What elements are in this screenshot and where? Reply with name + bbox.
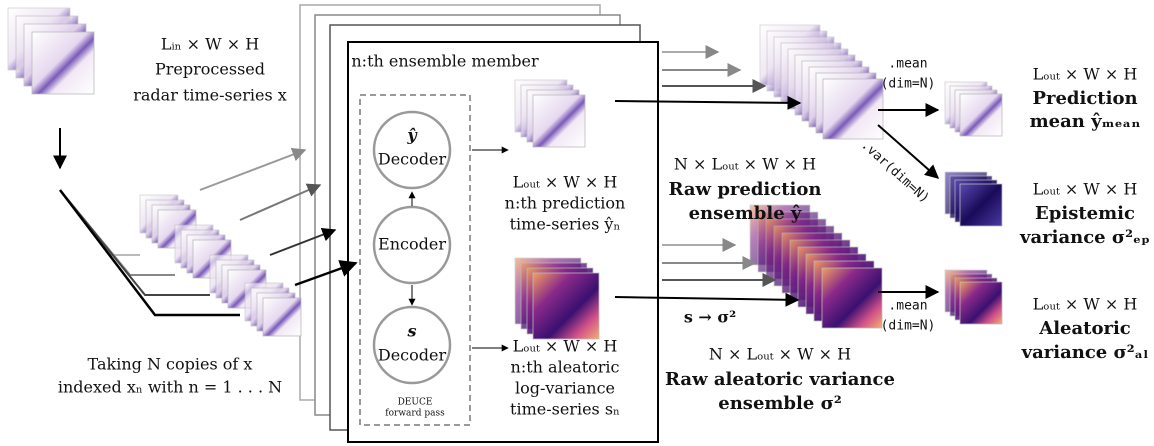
dims: Lₒᵤₜ × W × H	[1033, 180, 1138, 199]
label: ensemble σ²	[718, 393, 841, 414]
arrow	[614, 292, 800, 307]
node-label: s	[406, 322, 416, 341]
image-frame	[262, 297, 302, 337]
label: Preprocessed	[155, 60, 265, 79]
arrow	[199, 147, 307, 191]
label: indexed xₙ with n = 1 . . . N	[58, 378, 282, 397]
image-frame	[959, 183, 1003, 227]
label: Aleatoric	[1038, 318, 1131, 339]
dims: Lₒᵤₜ × W × H	[513, 337, 618, 356]
fan	[59, 189, 240, 317]
image-frame	[959, 93, 1003, 137]
image-frame	[532, 94, 586, 148]
arrow	[614, 95, 802, 110]
arrow	[294, 260, 358, 287]
label: log-variance	[515, 379, 615, 398]
label: variance σ²ₑₚ	[1019, 227, 1150, 248]
node-label: Decoder	[378, 150, 447, 169]
label: Raw aleatoric variance	[665, 369, 895, 390]
dims: Lᵢₙ × W × H	[161, 35, 259, 54]
label: time-series ŷₙ	[510, 215, 621, 234]
node	[372, 110, 452, 190]
image-frame	[821, 267, 883, 329]
op: .var(dim=N)	[858, 138, 932, 207]
op: .mean	[888, 57, 927, 72]
arrow	[269, 227, 337, 256]
image-frame	[959, 281, 1003, 325]
node-label: Encoder	[378, 235, 446, 254]
node	[372, 205, 452, 285]
fan	[59, 189, 210, 296]
fan	[59, 189, 140, 256]
label: variance σ²ₐₗ	[1021, 342, 1149, 363]
label: mean ŷₘₑₐₙ	[1030, 111, 1141, 132]
labels: Lᵢₙ × W × H Preprocessed radar time-seri…	[58, 35, 1150, 419]
image-frame	[822, 78, 884, 140]
node-label: ŷ	[406, 126, 418, 145]
image-frame	[31, 31, 95, 95]
label: n:th aleatoric	[511, 358, 620, 377]
dims: Lₒᵤₜ × W × H	[1033, 65, 1138, 84]
node-label: Decoder	[378, 346, 447, 365]
deuce-label: forward pass	[385, 409, 445, 419]
dims: Lₒᵤₜ × W × H	[513, 173, 618, 192]
label: Epistemic	[1035, 203, 1135, 224]
member-title: n:th ensemble member	[351, 52, 539, 71]
layout	[7, 4, 1003, 443]
deuce-box	[359, 94, 471, 426]
label: time-series sₙ	[510, 400, 620, 419]
arrow	[877, 124, 940, 179]
label: Raw prediction	[669, 179, 822, 200]
label: Taking N copies of x	[88, 355, 253, 374]
label: Prediction	[1032, 88, 1137, 109]
deuce-label: DEUCE	[398, 398, 433, 408]
dims: N × Lₒᵤₜ × W × H	[709, 345, 851, 364]
node	[372, 305, 452, 385]
label: n:th prediction	[505, 194, 626, 213]
dims: N × Lₒᵤₜ × W × H	[674, 155, 816, 174]
label: radar time-series x	[133, 86, 287, 105]
arrow	[239, 183, 322, 221]
dims: Lₒᵤₜ × W × H	[1033, 295, 1138, 314]
label: ensemble ŷ	[689, 203, 802, 224]
op: (dim=N)	[881, 319, 936, 334]
op: .mean	[888, 299, 927, 314]
transform: s → σ²	[684, 308, 736, 327]
image-frame	[532, 272, 600, 340]
op: (dim=N)	[881, 77, 936, 92]
